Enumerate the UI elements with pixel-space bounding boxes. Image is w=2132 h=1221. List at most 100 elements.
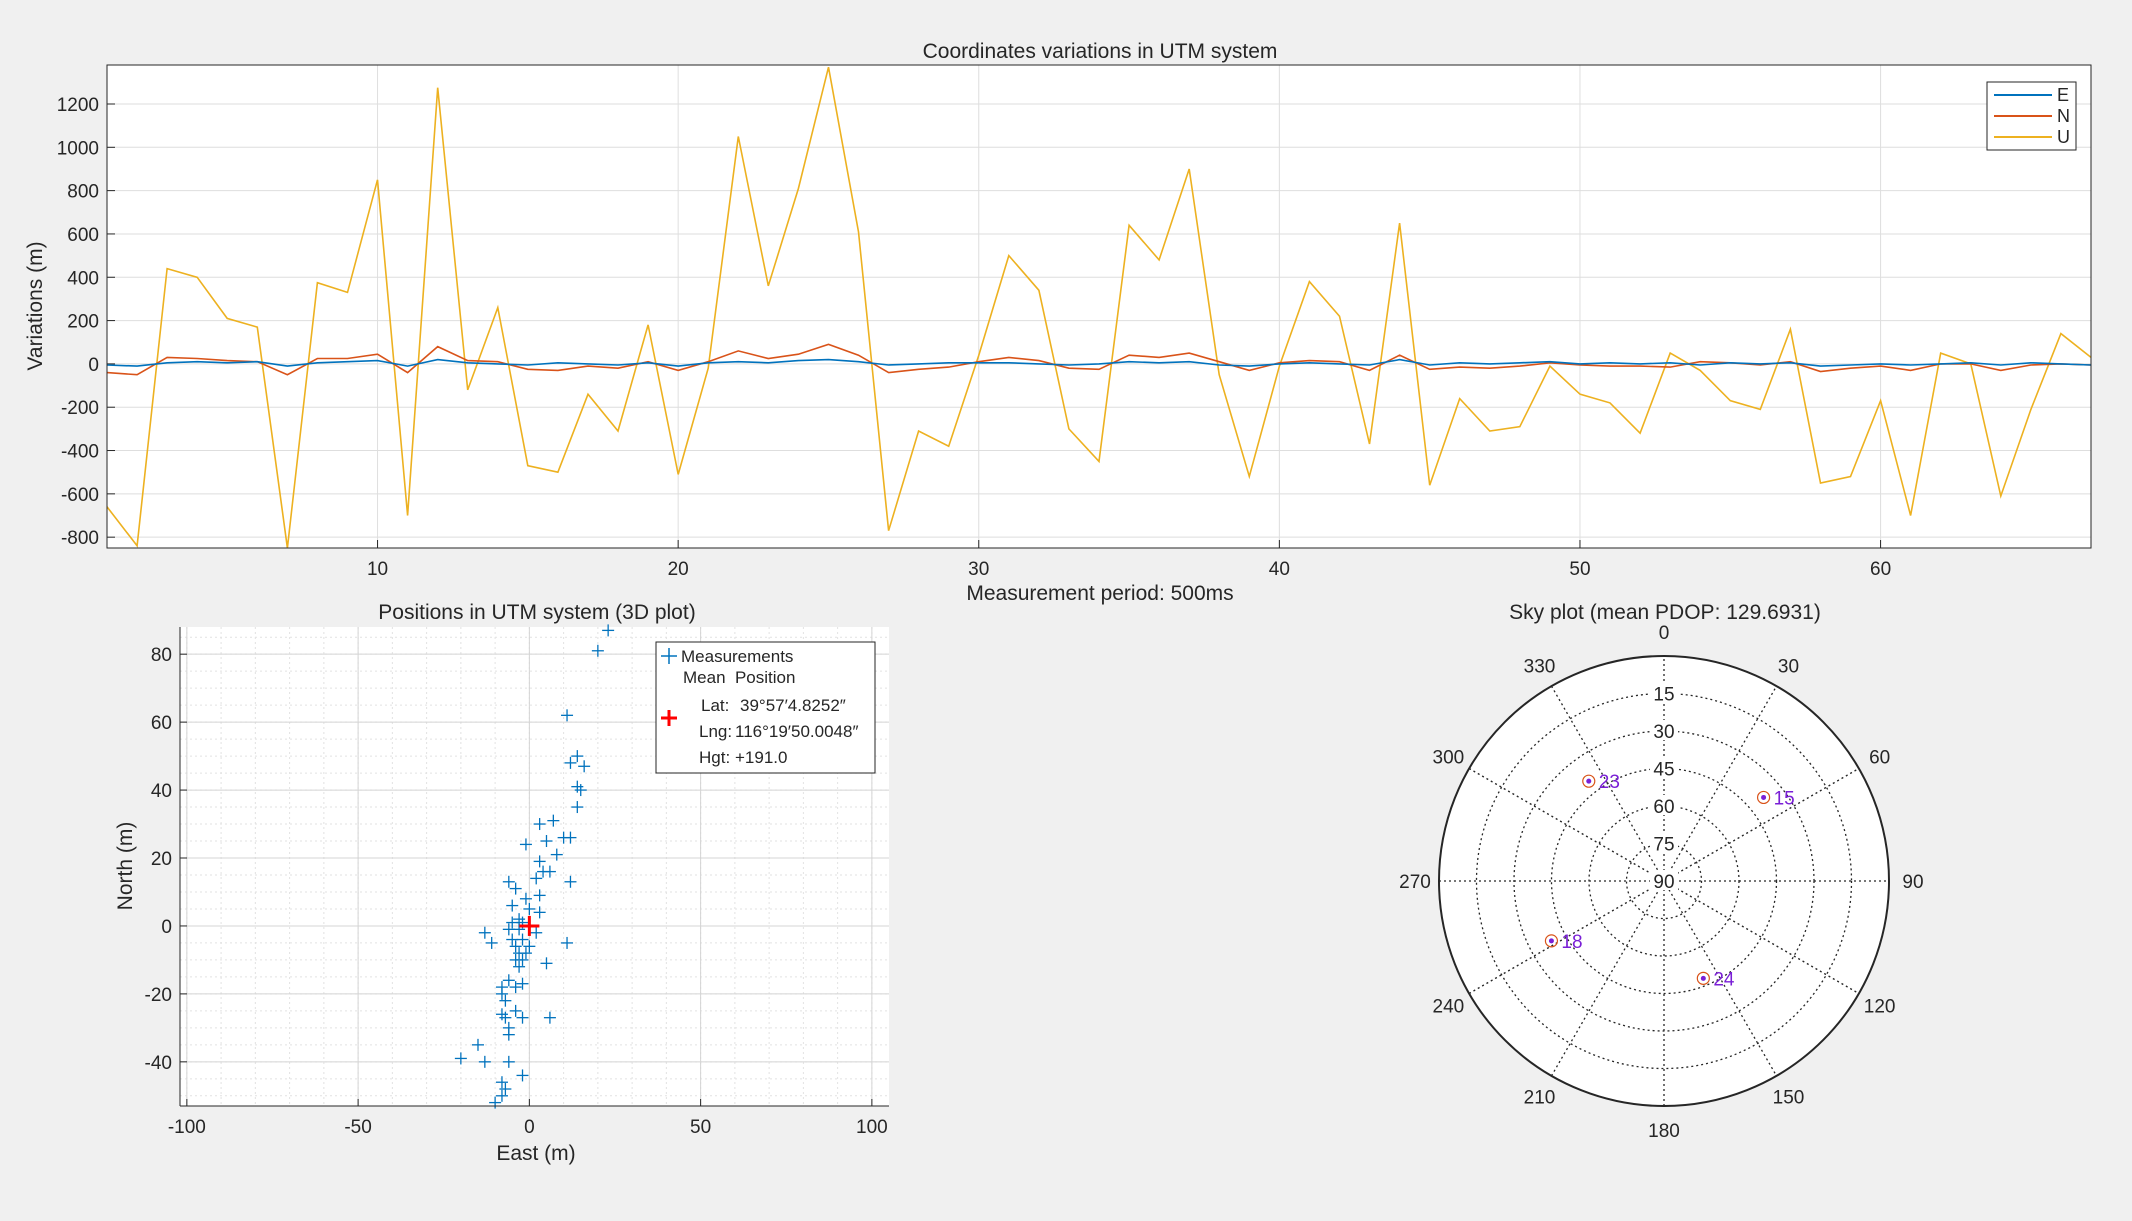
satellite-marker: 23 [1582,772,1620,793]
measurement-marker [519,838,532,851]
measurement-marker [574,784,587,797]
top-x-axis-label: Measurement period: 500ms [966,582,1233,605]
scatter-title: Positions in UTM system (3D plot) [378,601,695,624]
measurement-marker [571,750,584,763]
top-y-tick-label: -600 [61,485,99,506]
sky-azimuth-label: 60 [1869,748,1890,769]
measurement-marker [523,902,536,915]
top-x-tick-label: 50 [1569,559,1590,580]
scatter-x-tick-label: 50 [690,1117,711,1138]
sky-azimuth-label: 330 [1524,656,1556,677]
measurement-marker [516,953,529,966]
sky-azimuth-label: 30 [1778,656,1799,677]
measurement-marker [495,1089,508,1102]
sky-elevation-label: 75 [1653,835,1674,856]
measurement-marker [516,1011,529,1024]
satellite-ring [1756,790,1771,805]
measurement-marker [509,1004,522,1017]
top-y-tick-label: 600 [67,225,99,246]
legend-hgt-value: +191.0 [735,748,787,767]
scatter-y-tick-label: -40 [145,1053,172,1074]
measurement-marker [533,889,546,902]
scatter-x-tick-label: -50 [344,1117,371,1138]
measurement-marker [533,818,546,831]
measurement-marker [564,875,577,888]
legend-lat-value: 39°57′4.8252″ [740,696,846,715]
sky-elevation-label: 45 [1653,760,1674,781]
sky-plot-title: Sky plot (mean PDOP: 129.6931) [1509,601,1821,624]
sky-elevation-ring [1550,767,1778,995]
top-plot-area [107,65,2091,548]
satellite-prn-label: 24 [1713,969,1735,990]
scatter-y-tick-label: -20 [145,985,172,1006]
measurement-marker [550,848,563,861]
satellite-ring [1582,774,1596,788]
measurement-marker [506,933,519,946]
satellite-prn-label: 23 [1599,772,1620,793]
series-line-e [107,358,2091,367]
measurement-marker [502,974,515,987]
legend-label-u: U [2057,127,2070,147]
top-y-tick-label: 400 [67,268,99,289]
measurement-marker [519,947,532,960]
sky-satellites: 23 15 18 24 [1544,772,1795,990]
scatter-y-tick-label: 80 [151,645,172,666]
measurement-marker [499,1011,512,1024]
sky-azimuth-label: 0 [1659,623,1670,644]
scatter-x-tick-label: 100 [856,1117,888,1138]
measurement-marker [509,981,522,994]
top-y-tick-label: -800 [61,528,99,549]
legend-measurements-label: Measurements [681,647,793,666]
legend-mean-cross-icon [661,710,677,726]
top-y-tick-label: 1000 [57,138,99,159]
measurement-marker [516,977,529,990]
top-y-tick-label: 0 [88,355,99,376]
sky-elevation-label-bg [1650,720,1678,740]
legend-lat-label: Lat: [701,696,729,715]
legend-lng-label: Lng: [699,722,732,741]
measurement-marker [564,756,577,769]
scatter-y-tick-label: 40 [151,781,172,802]
scatter-mean-marker [519,915,540,936]
measurement-marker [561,936,574,949]
measurement-marker [478,1055,491,1068]
satellite-marker: 15 [1756,788,1795,809]
top-x-tick-label: 20 [668,559,689,580]
legend-hgt-label: Hgt: [699,748,730,767]
series-line-u [107,67,2091,548]
measurement-marker [502,875,515,888]
satellite-dot [1586,778,1592,784]
measurement-marker [533,855,546,868]
scatter-measurement-markers [454,624,615,1109]
measurement-marker [502,1055,515,1068]
top-plot-frame [106,64,2092,549]
top-y-tick-label: 800 [67,182,99,203]
satellite-marker: 18 [1544,932,1583,953]
measurement-marker [516,933,529,946]
sky-elevation-labels: 15 30 45 60 75 90 [1650,682,1678,893]
measurement-marker [519,892,532,905]
top-y-axis-label: Variations (m) [24,241,47,370]
top-legend: E N U [1986,81,2077,151]
top-y-tick-label: 1200 [57,95,99,116]
measurement-marker [543,865,556,878]
sky-azimuth-label: 240 [1433,997,1465,1018]
sky-azimuth-label: 90 [1902,872,1923,893]
measurement-marker [478,926,491,939]
legend-plus-icon [661,648,677,664]
measurement-marker [506,899,519,912]
top-series-lines [107,67,2091,548]
scatter-legend: Measurements Mean Position Lat: 39°57′4.… [655,641,876,774]
measurement-marker [454,1052,467,1065]
measurement-marker [533,906,546,919]
top-tick-labels: 10 20 30 40 50 60 -800 -600 -400 -200 0 200 400 600 80… [57,95,1891,580]
sky-elevation-label-bg [1650,682,1678,703]
scatter-y-axis-label: North (m) [114,822,137,911]
measurement-marker [502,1028,515,1041]
series-line-n [107,343,2091,376]
measurement-marker [602,624,615,637]
sky-plot: Sky plot (mean PDOP: 129.6931) 0 30 60 90 12… [1399,601,1923,1142]
scatter-legend-box [655,641,876,774]
measurement-marker [540,957,553,970]
top-chart-title: Coordinates variations in UTM system [923,40,1278,63]
